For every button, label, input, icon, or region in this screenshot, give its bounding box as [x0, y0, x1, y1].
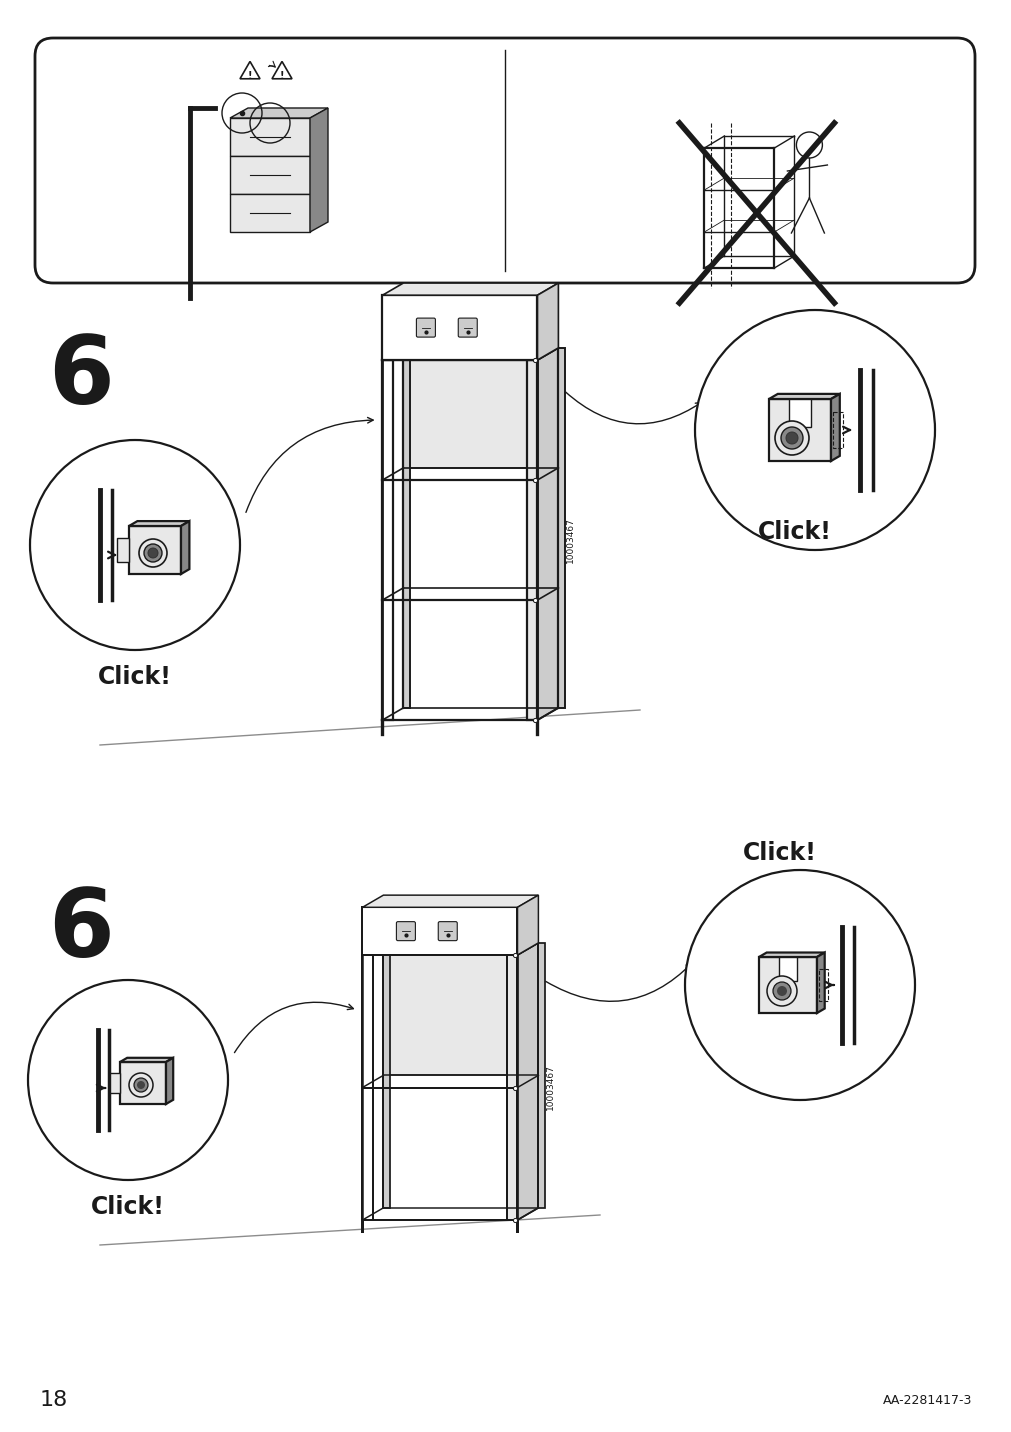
- Polygon shape: [362, 895, 538, 908]
- Polygon shape: [362, 942, 538, 955]
- Polygon shape: [362, 908, 517, 955]
- Text: 18: 18: [40, 1390, 68, 1411]
- Circle shape: [780, 427, 802, 450]
- Polygon shape: [558, 348, 564, 707]
- Polygon shape: [768, 394, 839, 400]
- Polygon shape: [240, 62, 260, 79]
- Text: Click!: Click!: [742, 841, 816, 865]
- Circle shape: [772, 982, 791, 1000]
- Polygon shape: [768, 400, 830, 461]
- Polygon shape: [382, 284, 558, 295]
- Polygon shape: [830, 394, 839, 461]
- Text: !: !: [248, 72, 252, 82]
- Text: 6: 6: [48, 332, 114, 424]
- Circle shape: [695, 309, 934, 550]
- Text: 6: 6: [48, 885, 114, 977]
- Polygon shape: [117, 538, 128, 561]
- Polygon shape: [816, 952, 824, 1012]
- Polygon shape: [166, 1058, 173, 1104]
- Polygon shape: [229, 193, 309, 232]
- Polygon shape: [758, 952, 824, 957]
- Text: !: !: [279, 72, 284, 82]
- Circle shape: [133, 1078, 148, 1093]
- Text: AA-2281417-3: AA-2281417-3: [882, 1393, 971, 1406]
- Polygon shape: [777, 957, 797, 981]
- Text: Click!: Click!: [91, 1194, 165, 1219]
- Polygon shape: [382, 295, 537, 359]
- FancyBboxPatch shape: [438, 922, 457, 941]
- Polygon shape: [403, 348, 558, 468]
- Circle shape: [766, 977, 797, 1007]
- Circle shape: [776, 987, 787, 997]
- Polygon shape: [362, 955, 373, 1220]
- Bar: [818, 969, 827, 1001]
- Polygon shape: [383, 942, 538, 1075]
- Circle shape: [144, 544, 162, 561]
- Polygon shape: [272, 62, 292, 79]
- Bar: [832, 412, 842, 448]
- Polygon shape: [537, 284, 558, 359]
- FancyBboxPatch shape: [416, 318, 435, 337]
- Polygon shape: [383, 942, 389, 1207]
- FancyBboxPatch shape: [458, 318, 477, 337]
- Polygon shape: [758, 957, 816, 1012]
- Polygon shape: [382, 348, 558, 359]
- Polygon shape: [128, 521, 189, 526]
- Polygon shape: [229, 156, 309, 193]
- Polygon shape: [538, 942, 544, 1207]
- Text: 10003467: 10003467: [565, 517, 574, 563]
- Polygon shape: [507, 955, 517, 1220]
- Circle shape: [139, 538, 167, 567]
- Polygon shape: [517, 942, 538, 1220]
- Circle shape: [30, 440, 240, 650]
- Circle shape: [136, 1081, 145, 1088]
- Polygon shape: [120, 1063, 166, 1104]
- Circle shape: [148, 548, 158, 558]
- Text: Click!: Click!: [98, 664, 172, 689]
- Circle shape: [786, 432, 798, 444]
- Polygon shape: [382, 359, 393, 720]
- Polygon shape: [120, 1058, 173, 1063]
- Polygon shape: [229, 107, 328, 117]
- Circle shape: [684, 871, 914, 1100]
- Text: 10003467: 10003467: [545, 1064, 554, 1110]
- Polygon shape: [110, 1073, 120, 1093]
- Polygon shape: [309, 107, 328, 232]
- Circle shape: [28, 979, 227, 1180]
- Polygon shape: [526, 359, 537, 720]
- Polygon shape: [789, 400, 810, 427]
- FancyBboxPatch shape: [35, 39, 974, 284]
- Circle shape: [774, 421, 808, 455]
- Text: Click!: Click!: [757, 520, 831, 544]
- Polygon shape: [537, 348, 558, 720]
- Circle shape: [128, 1073, 153, 1097]
- Polygon shape: [517, 895, 538, 955]
- Polygon shape: [181, 521, 189, 574]
- Polygon shape: [229, 117, 309, 156]
- Polygon shape: [128, 526, 181, 574]
- Polygon shape: [403, 348, 409, 707]
- FancyBboxPatch shape: [396, 922, 415, 941]
